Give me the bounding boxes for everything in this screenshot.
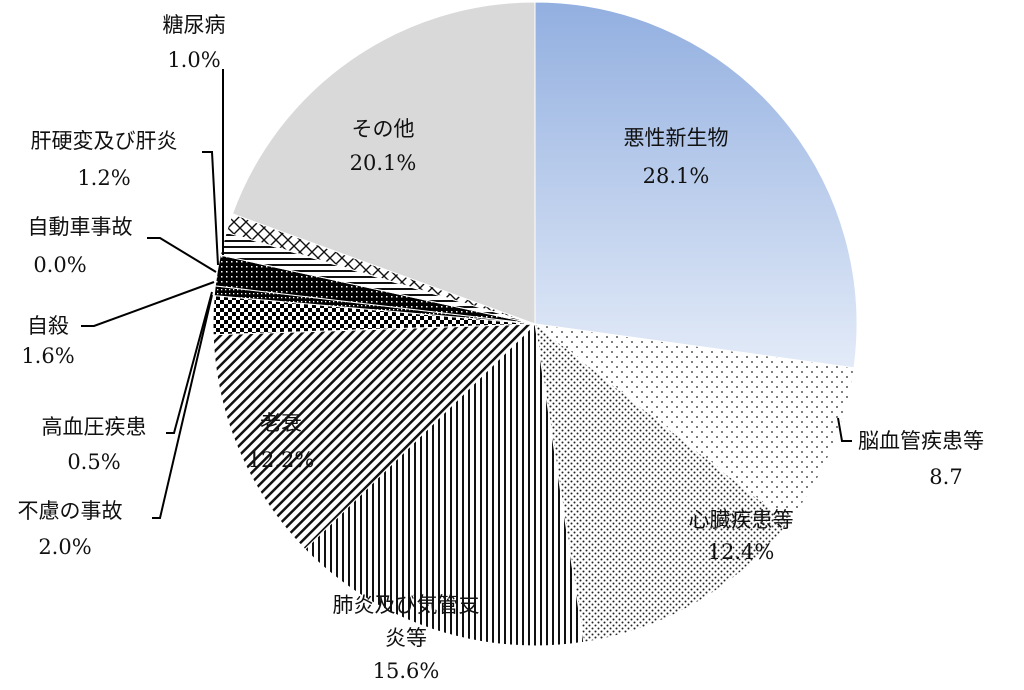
pie-slice-0	[534, 1, 858, 369]
pie-slice-4	[212, 323, 537, 550]
pie-slice-11	[231, 1, 536, 325]
label-malignant-name: 悪性新生物	[624, 126, 729, 150]
label-pneumonia-name-2: 炎等	[385, 626, 427, 650]
label-pneumonia-value: 15.6%	[373, 659, 440, 683]
label-heart-name: 心臓疾患等	[689, 508, 794, 532]
label-senility-value: 12.2%	[248, 448, 315, 472]
label-traffic-name: 自動車事故	[28, 215, 133, 239]
pie-slice-3	[304, 322, 585, 647]
label-cerebro-name: 脳血管疾患等	[858, 429, 984, 453]
leader-line-liver	[202, 151, 219, 266]
label-suicide-name: 自殺	[27, 314, 69, 338]
leader-lines	[81, 69, 852, 519]
label-liver-name: 肝硬変及び肝炎	[31, 129, 178, 153]
label-liver-value: 1.2%	[77, 166, 130, 190]
pie-slice-1	[533, 323, 855, 524]
label-heart-value: 12.4%	[708, 540, 775, 564]
label-pneumonia-name-1: 肺炎及び気管支	[333, 593, 480, 617]
label-malignant-value: 28.1%	[643, 164, 710, 188]
label-other-value: 20.1%	[350, 151, 417, 175]
label-traffic-value: 0.0%	[33, 253, 86, 277]
label-senility-name: 老衰	[260, 411, 302, 435]
label-other-name: その他	[352, 117, 415, 141]
label-cerebro-value: 8.7	[929, 465, 962, 489]
pie-slices	[212, 1, 858, 647]
label-diabetes-value: 1.0%	[167, 48, 220, 72]
leader-line-traffic	[147, 237, 217, 273]
label-hypertension-name: 高血圧疾患	[42, 415, 147, 439]
label-diabetes-name: 糖尿病	[163, 13, 226, 37]
leader-line-suicide	[81, 281, 215, 327]
label-accident-value: 2.0%	[38, 535, 91, 559]
label-suicide-value: 1.6%	[21, 344, 74, 368]
label-hypertension-value: 0.5%	[67, 450, 120, 474]
label-accident-name: 不慮の事故	[18, 499, 123, 523]
leader-line-hypertension	[166, 291, 213, 434]
pie-slice-2	[534, 322, 790, 643]
leader-line-cerebro	[837, 417, 852, 442]
leader-line-accident	[152, 294, 213, 519]
